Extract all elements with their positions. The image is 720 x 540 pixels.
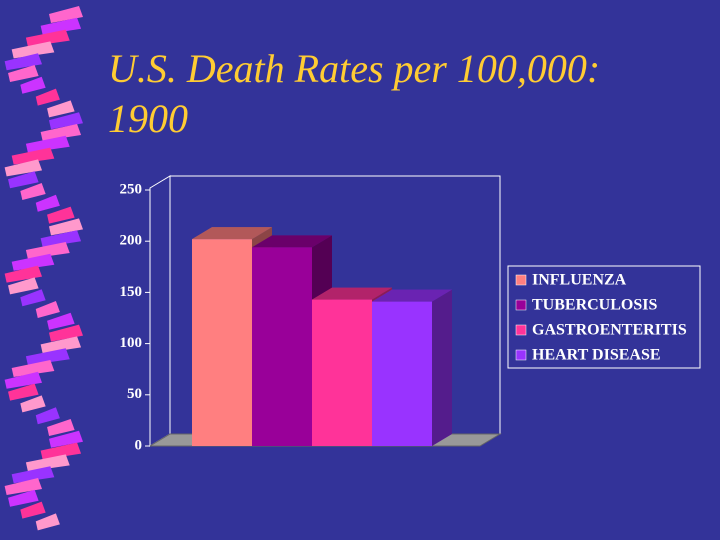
decoration-wedge bbox=[47, 206, 75, 224]
decoration-wedge bbox=[8, 489, 39, 507]
decoration-wedge bbox=[20, 395, 46, 413]
decoration-wedge bbox=[8, 383, 39, 401]
bar-top-shade bbox=[252, 235, 332, 248]
decoration-wedge bbox=[8, 65, 39, 82]
back-wall bbox=[149, 175, 171, 447]
decoration-wedge bbox=[49, 112, 83, 130]
y-tick-label: 250 bbox=[120, 181, 143, 197]
slide-title: U.S. Death Rates per 100,000: 1900 bbox=[108, 46, 601, 141]
decoration-wedge bbox=[20, 183, 46, 200]
decoration-wedge bbox=[35, 513, 60, 531]
decoration-wedge bbox=[11, 360, 55, 377]
bar bbox=[312, 299, 372, 446]
legend-swatch bbox=[515, 274, 527, 286]
legend-swatch bbox=[515, 349, 527, 361]
decoration-wedge bbox=[49, 324, 83, 342]
bar bbox=[372, 301, 432, 446]
decoration-wedge bbox=[49, 430, 83, 448]
decoration-wedge bbox=[40, 336, 82, 354]
decoration-wedge bbox=[35, 407, 60, 425]
legend-swatch bbox=[515, 299, 527, 311]
decoration-wedge bbox=[11, 147, 55, 165]
decoration-wedge bbox=[40, 442, 82, 460]
decoration-wedge bbox=[25, 135, 70, 153]
legend-label: TUBERCULOSIS bbox=[532, 297, 657, 314]
decoration-wedge bbox=[11, 466, 55, 484]
decoration-wedge bbox=[25, 242, 70, 259]
decoration-wedge bbox=[4, 478, 43, 495]
legend-swatch bbox=[515, 324, 527, 336]
bar-top-shade bbox=[192, 227, 272, 240]
decoration-wedge bbox=[4, 265, 43, 283]
bar bbox=[192, 239, 252, 446]
y-tick-label: 200 bbox=[120, 233, 143, 249]
decoration-wedge bbox=[47, 312, 75, 330]
decoration-wedge bbox=[20, 289, 46, 307]
decoration-wedge bbox=[35, 88, 60, 106]
decoration-wedge bbox=[47, 419, 75, 436]
decoration-wedge bbox=[35, 194, 60, 212]
bar-top bbox=[192, 227, 272, 240]
decoration-wedge bbox=[25, 29, 70, 47]
decoration-wedge bbox=[40, 230, 82, 248]
decoration-wedge bbox=[4, 159, 43, 177]
decoration-wedge bbox=[40, 124, 82, 141]
bar-side-shade bbox=[432, 289, 452, 446]
decoration-wedge bbox=[11, 41, 55, 59]
legend-box bbox=[507, 265, 701, 369]
bar-top bbox=[252, 235, 332, 248]
decoration-wedge bbox=[11, 253, 55, 271]
y-tick-label: 150 bbox=[120, 284, 143, 300]
legend-label: HEART DISEASE bbox=[532, 347, 661, 364]
decoration-wedge bbox=[4, 371, 43, 389]
legend-label: INFLUENZA bbox=[532, 272, 627, 289]
decoration-wedge bbox=[35, 301, 60, 318]
decoration-wedge bbox=[25, 348, 70, 366]
y-tick-label: 100 bbox=[120, 335, 143, 351]
decoration-wedge bbox=[20, 76, 46, 94]
y-tick-label: 50 bbox=[127, 386, 142, 402]
decoration-wedge bbox=[40, 17, 82, 35]
decoration-wedge bbox=[8, 277, 39, 295]
bar-top bbox=[372, 289, 452, 302]
bar bbox=[252, 247, 312, 446]
decoration bbox=[4, 6, 83, 531]
bar-top-shade bbox=[372, 289, 452, 302]
decoration-wedge bbox=[47, 100, 75, 118]
bar-side bbox=[432, 289, 452, 446]
y-tick-label: 0 bbox=[135, 437, 143, 453]
bar-top-shade bbox=[312, 287, 392, 300]
decoration-wedge bbox=[8, 171, 39, 189]
legend-label: GASTROENTERITIS bbox=[532, 322, 687, 339]
decoration-wedge bbox=[49, 218, 83, 236]
decoration-wedge bbox=[20, 501, 46, 519]
decoration-wedge bbox=[4, 53, 43, 71]
decoration-wedge bbox=[49, 6, 83, 23]
bar-top bbox=[312, 287, 392, 300]
decoration-wedge bbox=[25, 454, 70, 472]
